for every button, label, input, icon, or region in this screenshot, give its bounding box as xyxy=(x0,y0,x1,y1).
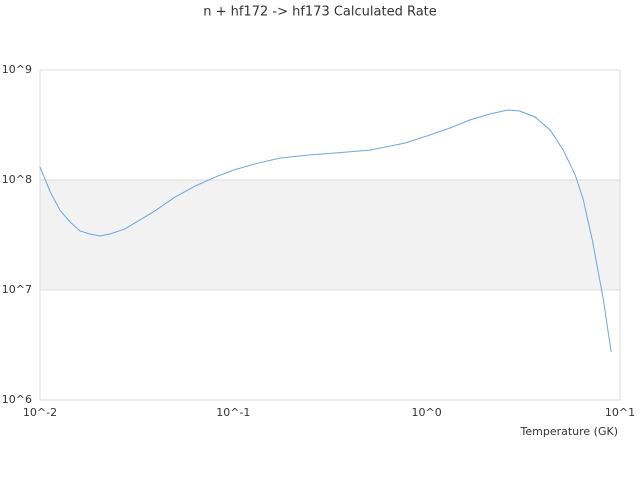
x-tick-label: 10^-1 xyxy=(216,406,250,419)
x-tick-label: 10^0 xyxy=(412,406,442,419)
data-line xyxy=(39,109,612,353)
y-tick-label: 10^6 xyxy=(2,393,32,406)
y-tick-label: 10^8 xyxy=(2,173,32,186)
x-tick-label: 10^1 xyxy=(605,406,635,419)
grid-band xyxy=(40,180,620,290)
x-axis-label: Temperature (GK) xyxy=(520,425,619,438)
x-tick-label: 10^-2 xyxy=(23,406,57,419)
y-tick-label: 10^7 xyxy=(2,283,32,296)
y-tick-label: 10^9 xyxy=(2,63,32,76)
chart-title: n + hf172 -> hf173 Calculated Rate xyxy=(203,5,437,20)
